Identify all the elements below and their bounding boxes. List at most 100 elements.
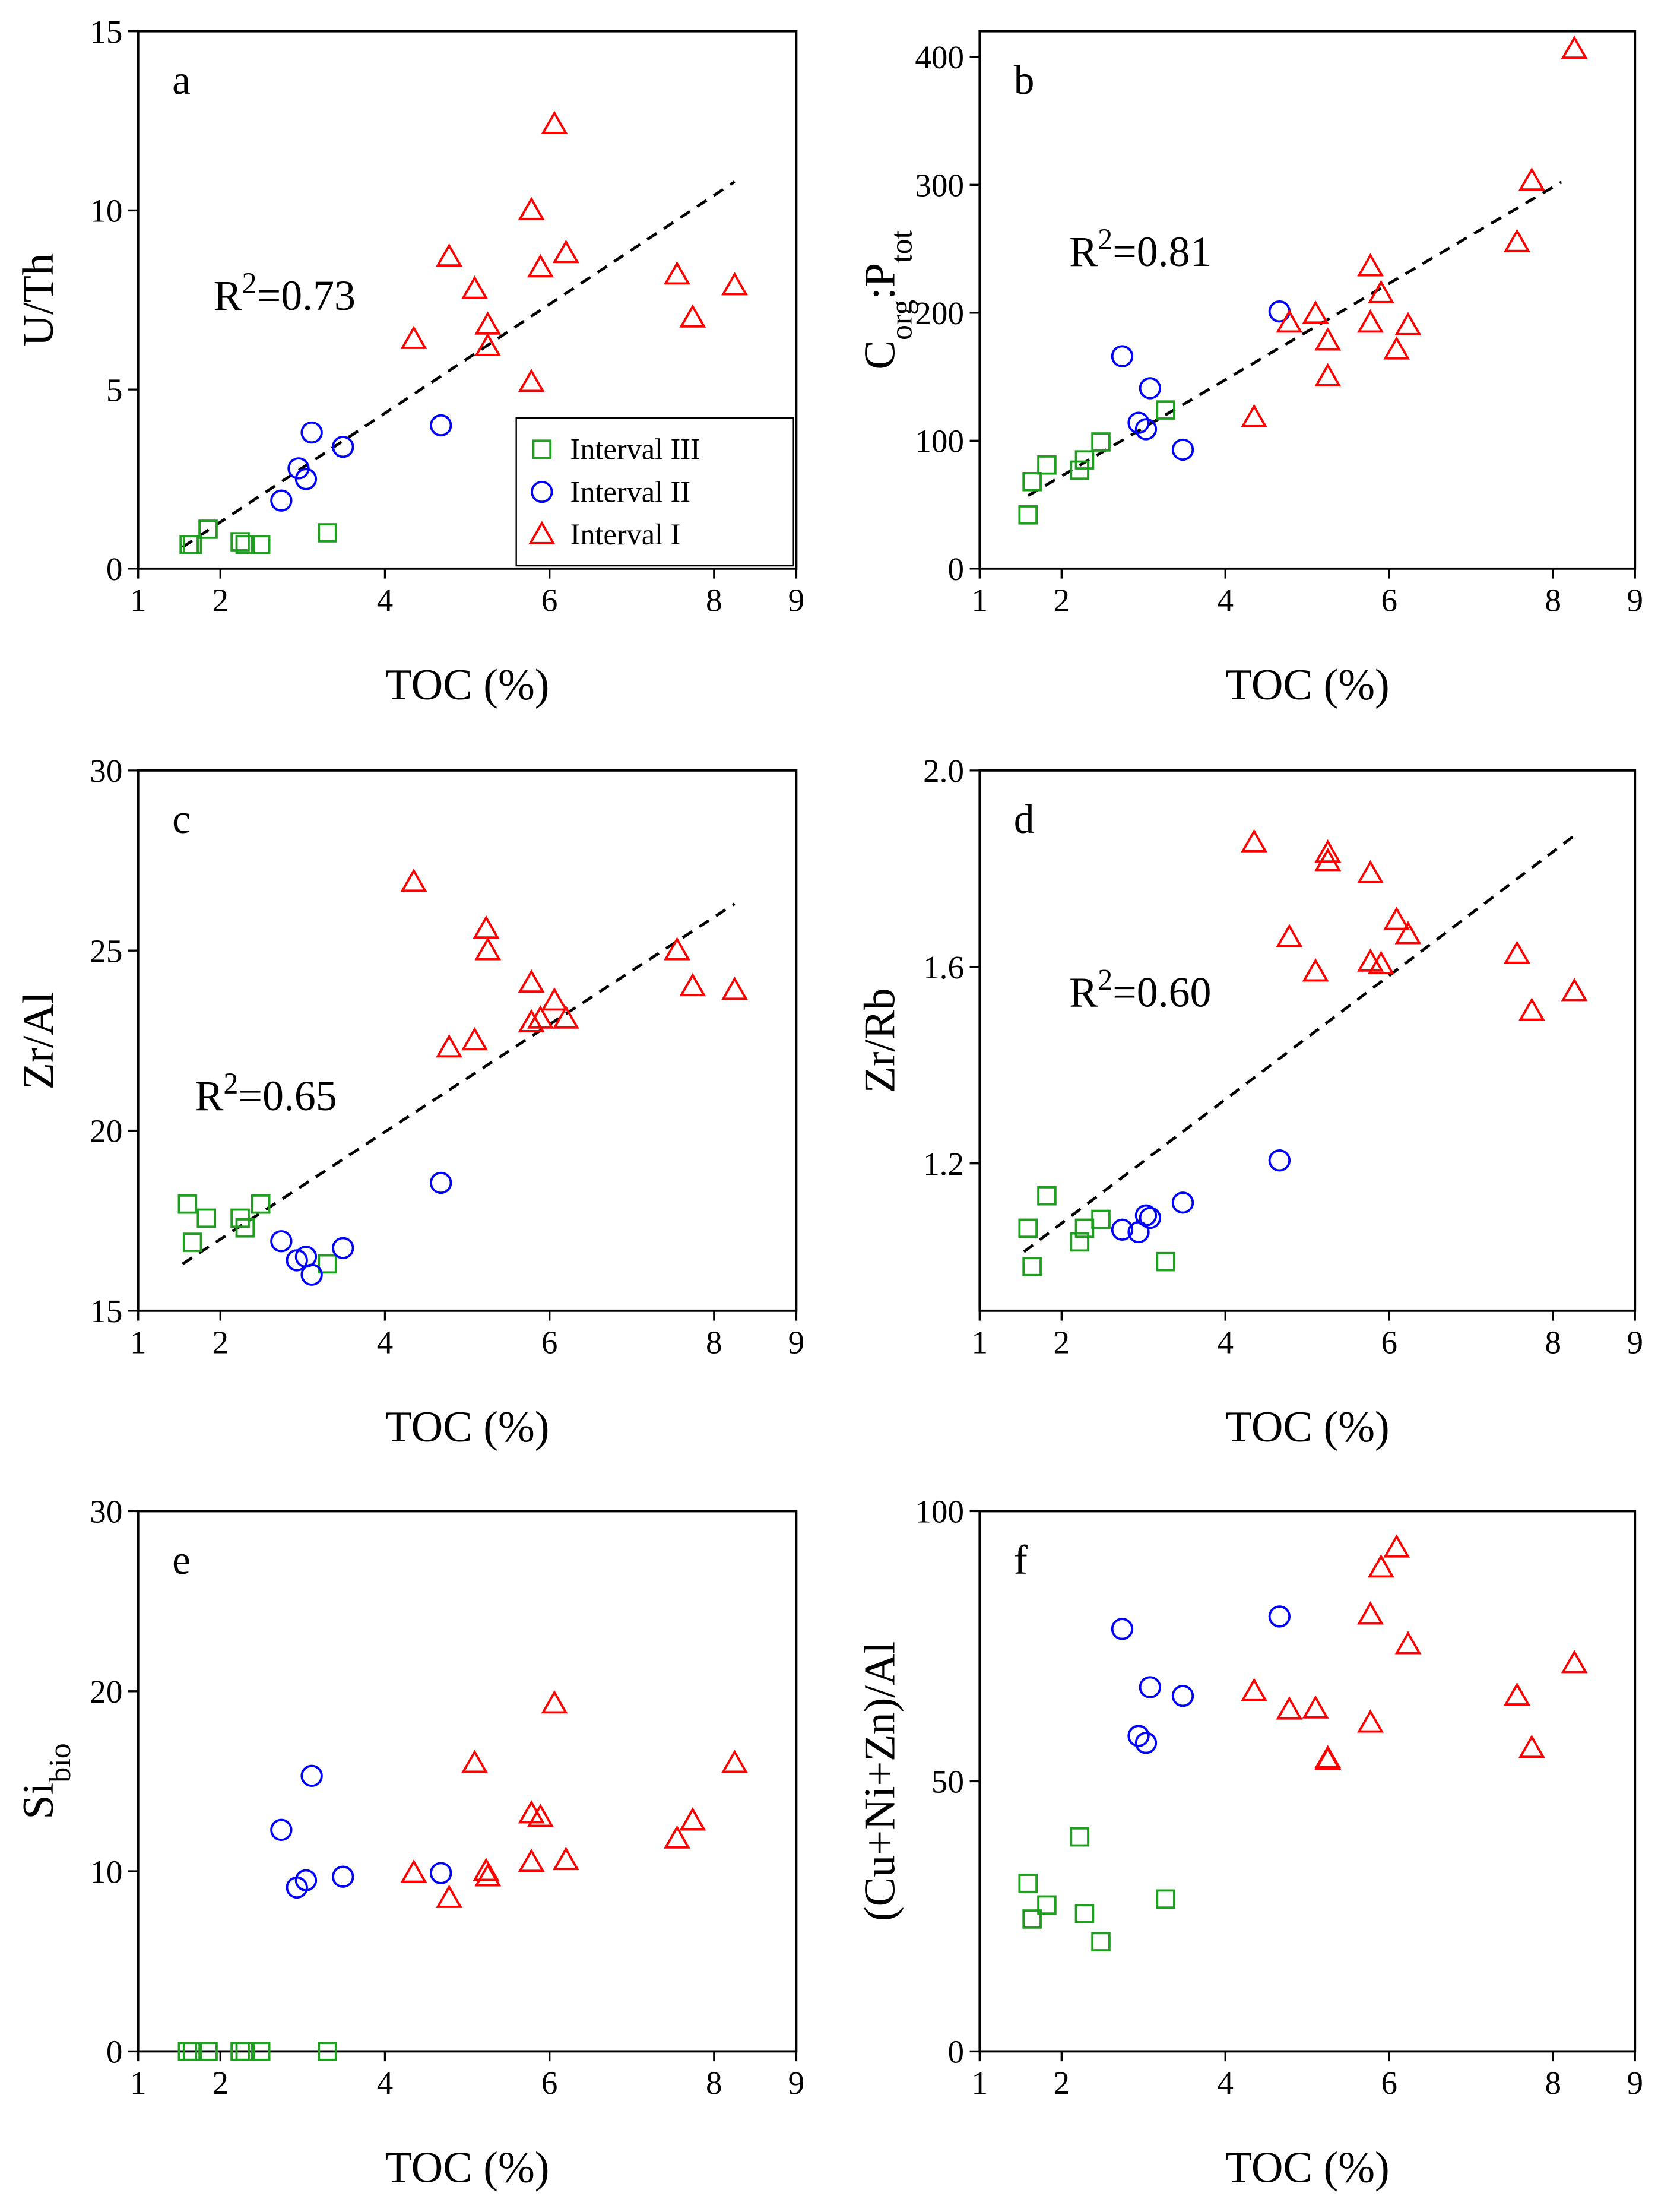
point [1518, 1734, 1545, 1758]
y-tick-label: 15 [90, 14, 122, 50]
text-part: =0.73 [257, 272, 356, 319]
point [1368, 1554, 1394, 1578]
y-tick-label: 1.2 [923, 1146, 964, 1182]
point [182, 535, 202, 554]
x-tick-label: 6 [541, 2065, 558, 2101]
point [1111, 1218, 1134, 1241]
point [198, 2042, 218, 2061]
point [1070, 1827, 1089, 1847]
x-tick-label: 4 [1218, 582, 1234, 619]
y-axis-label: (Cu+Ni+Zn)/Al [856, 1641, 905, 1921]
point [400, 1859, 427, 1883]
x-tick-label: 2 [1054, 1324, 1070, 1361]
point [1111, 345, 1134, 367]
legend-box [515, 417, 794, 567]
point [1139, 1206, 1162, 1229]
point [182, 2042, 202, 2061]
superscript: 2 [223, 1067, 238, 1100]
point [1314, 839, 1342, 863]
text-part: R [195, 1072, 224, 1120]
point [300, 421, 323, 444]
point [1302, 300, 1329, 324]
point [1504, 1682, 1530, 1706]
point [1314, 327, 1342, 351]
point [518, 1848, 545, 1872]
point [1504, 229, 1530, 252]
point [300, 1263, 323, 1286]
series [400, 1690, 748, 1908]
point [436, 243, 463, 267]
trendline [1027, 180, 1562, 497]
point [400, 325, 427, 349]
point [527, 253, 554, 278]
point [230, 532, 250, 552]
x-tick-label: 2 [1054, 582, 1070, 619]
point [1357, 860, 1384, 883]
y-axis-label: Sibio [14, 1743, 77, 1819]
superscript: 2 [1098, 963, 1112, 996]
point [1134, 418, 1158, 441]
point [679, 1807, 706, 1831]
plot-frame [137, 769, 798, 1312]
x-tick-label: 4 [1218, 2065, 1234, 2101]
plot-frame [137, 30, 798, 570]
series [1111, 1605, 1291, 1754]
point [1383, 336, 1410, 360]
y-tick-label: 0 [106, 551, 123, 587]
x-tick-label: 9 [788, 2065, 805, 2101]
x-tick-label: 4 [377, 582, 394, 619]
x-tick-label: 1 [972, 582, 988, 619]
point [541, 1690, 568, 1714]
legend-label: Interval III [570, 432, 700, 465]
y-tick-label: 5 [106, 372, 123, 408]
point [270, 489, 293, 512]
x-tick-label: 8 [706, 582, 722, 619]
x-tick-label: 1 [130, 2065, 147, 2101]
point [1139, 1676, 1162, 1698]
x-tick-label: 8 [1545, 582, 1561, 619]
text-part: R [214, 272, 242, 319]
point [461, 1026, 489, 1051]
text-part: R [1069, 968, 1098, 1016]
y-tick-label: 15 [90, 1293, 122, 1329]
x-tick-label: 4 [1218, 1324, 1234, 1361]
point [1561, 35, 1588, 59]
superscript: 2 [242, 267, 257, 300]
legend-marker [532, 439, 552, 459]
superscript: 2 [1098, 223, 1112, 256]
point [1022, 472, 1042, 492]
point [1091, 1932, 1111, 1951]
y-tick-label: 300 [915, 167, 964, 203]
x-tick-label: 9 [1627, 582, 1643, 619]
plot-frame [978, 769, 1637, 1312]
series [270, 1764, 452, 1899]
point [1276, 1696, 1303, 1720]
point [1070, 1232, 1089, 1252]
point [400, 868, 427, 892]
point [1018, 1218, 1038, 1238]
point [721, 1750, 748, 1773]
point [474, 332, 502, 356]
point [1037, 1186, 1057, 1206]
point [1302, 1695, 1329, 1719]
point [1302, 958, 1329, 982]
text-part: =0.60 [1112, 968, 1211, 1016]
point [1561, 978, 1588, 1002]
point [473, 1858, 500, 1881]
x-tick-label: 8 [1545, 1324, 1561, 1361]
y-tick-label: 1.6 [923, 949, 964, 985]
point [430, 414, 452, 437]
point [332, 435, 354, 458]
point [1091, 1209, 1111, 1229]
point [1357, 1601, 1384, 1625]
point [1383, 1534, 1410, 1558]
point [436, 1034, 463, 1058]
point [294, 468, 318, 490]
point [318, 523, 337, 543]
point [1268, 1605, 1291, 1628]
series [1241, 1534, 1588, 1770]
point [1314, 1746, 1342, 1770]
point [1394, 312, 1422, 335]
plot-frame [137, 1510, 798, 2053]
x-tick-label: 1 [972, 2065, 988, 2101]
